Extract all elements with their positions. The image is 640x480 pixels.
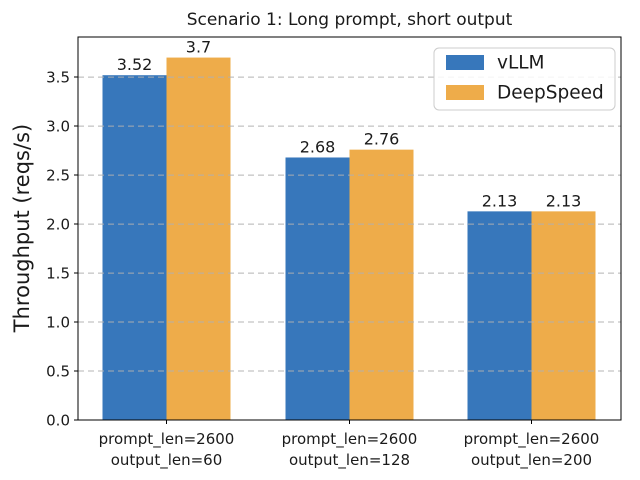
x-tick-label: output_len=128 [289, 451, 410, 470]
bar-value-label: 2.13 [482, 191, 518, 210]
bar-value-label: 3.7 [186, 38, 211, 57]
x-tick-label: prompt_len=2600 [464, 430, 600, 449]
bar-value-label: 2.76 [364, 130, 400, 149]
y-tick-label: 0.0 [46, 412, 70, 430]
legend-swatch-deepspeed [446, 85, 484, 100]
legend-label-deepspeed: DeepSpeed [497, 83, 604, 104]
y-tick-label: 2.0 [46, 216, 70, 234]
y-tick-label: 3.5 [46, 69, 70, 87]
chart-title: Scenario 1: Long prompt, short output [186, 10, 513, 30]
bar-vllm-group-2 [467, 211, 532, 420]
bar-vllm-group-1 [285, 157, 350, 420]
y-axis-label: Throughput (reqs/s) [10, 123, 34, 333]
x-tick-label: output_len=200 [471, 451, 592, 470]
bar-vllm-group-0 [102, 75, 167, 420]
y-tick-label: 1.0 [46, 314, 70, 332]
y-tick-label: 3.0 [46, 118, 70, 136]
bar-deepspeed-group-2 [531, 211, 596, 420]
bar-deepspeed-group-1 [349, 149, 414, 420]
bar-value-label: 2.68 [300, 137, 336, 156]
bar-deepspeed-group-0 [166, 57, 231, 420]
x-tick-label: prompt_len=2600 [99, 430, 235, 449]
bar-value-label: 3.52 [117, 55, 153, 74]
x-tick-label: output_len=60 [111, 451, 223, 470]
legend: vLLM DeepSpeed [433, 47, 616, 111]
legend-swatch-vllm [446, 55, 484, 70]
x-tick-label: prompt_len=2600 [282, 430, 418, 449]
y-tick-label: 1.5 [46, 265, 70, 283]
bar-value-label: 2.13 [546, 191, 582, 210]
legend-label-vllm: vLLM [497, 53, 545, 74]
y-tick-label: 2.5 [46, 167, 70, 185]
y-tick-label: 0.5 [46, 363, 70, 381]
